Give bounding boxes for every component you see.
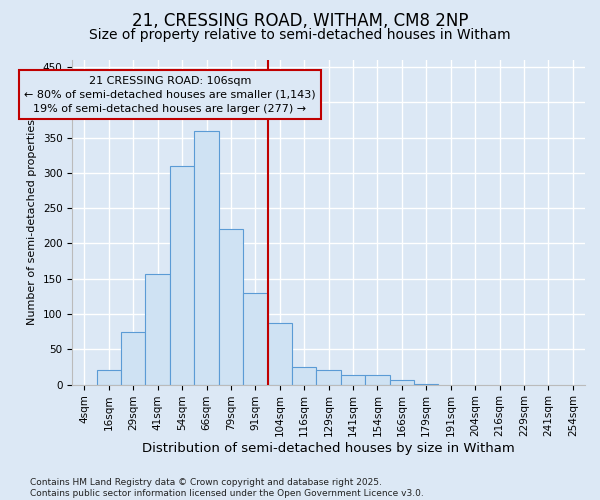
Text: Size of property relative to semi-detached houses in Witham: Size of property relative to semi-detach… [89, 28, 511, 42]
Bar [145, 274, 170, 384]
Bar [97, 370, 121, 384]
Bar [194, 130, 219, 384]
Bar [243, 293, 268, 384]
Text: 21, CRESSING ROAD, WITHAM, CM8 2NP: 21, CRESSING ROAD, WITHAM, CM8 2NP [132, 12, 468, 30]
Bar [219, 230, 243, 384]
X-axis label: Distribution of semi-detached houses by size in Witham: Distribution of semi-detached houses by … [142, 442, 515, 455]
Text: 21 CRESSING ROAD: 106sqm
← 80% of semi-detached houses are smaller (1,143)
19% o: 21 CRESSING ROAD: 106sqm ← 80% of semi-d… [24, 76, 316, 114]
Bar [341, 376, 365, 384]
Bar [365, 376, 389, 384]
Bar [316, 370, 341, 384]
Bar [292, 367, 316, 384]
Bar [389, 380, 414, 384]
Bar [121, 332, 145, 384]
Bar [268, 322, 292, 384]
Bar [170, 166, 194, 384]
Text: Contains HM Land Registry data © Crown copyright and database right 2025.
Contai: Contains HM Land Registry data © Crown c… [30, 478, 424, 498]
Y-axis label: Number of semi-detached properties: Number of semi-detached properties [27, 120, 37, 326]
